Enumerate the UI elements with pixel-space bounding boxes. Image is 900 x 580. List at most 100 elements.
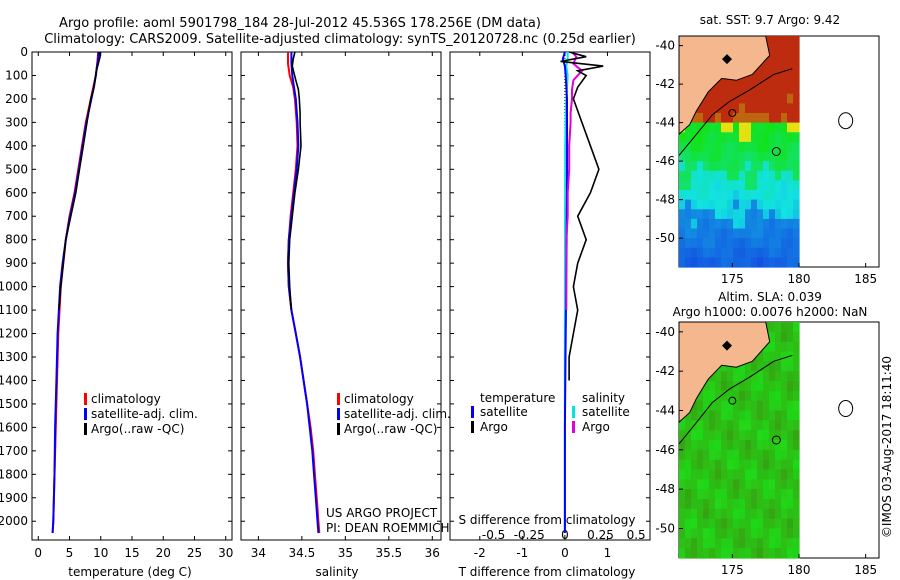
heatmap-cell [697, 528, 704, 539]
heatmap-cell [715, 508, 722, 520]
heatmap-cell [757, 199, 764, 210]
heatmap-cell [787, 113, 794, 124]
heatmap-cell [703, 469, 710, 480]
heatmap-cell [739, 469, 746, 480]
heatmap-cell [691, 122, 698, 133]
heatmap-cell [763, 449, 770, 461]
heatmap-cell [745, 218, 752, 230]
heatmap-cell [775, 247, 782, 258]
heatmap-cell [703, 93, 710, 104]
heatmap-cell [793, 151, 800, 162]
heatmap-cell [709, 190, 716, 201]
heatmap-cell [703, 190, 710, 201]
heatmap-cell [793, 489, 800, 500]
heatmap-cell [763, 55, 770, 66]
heatmap-cell [781, 190, 788, 201]
sla-map-title-2: Argo h1000: 0.0076 h2000: NaN [673, 305, 868, 319]
heatmap-cell [757, 228, 764, 239]
heatmap-cell [769, 84, 776, 95]
heatmap-cell [697, 170, 704, 181]
heatmap-cell [751, 218, 758, 230]
heatmap-cell [739, 257, 746, 268]
heatmap-cell [787, 361, 794, 372]
heatmap-cell [745, 548, 752, 559]
diff-legend-sargo: Argo [582, 420, 610, 434]
heatmap-cell [733, 151, 740, 162]
map-y-tick-label: -42 [655, 77, 675, 91]
heatmap-cell [769, 479, 776, 490]
heatmap-cell [763, 247, 770, 258]
heatmap-cell [685, 209, 692, 220]
heatmap-cell [691, 528, 698, 539]
heatmap-cell [685, 469, 692, 480]
heatmap-cell [733, 228, 740, 239]
heatmap-cell [721, 113, 728, 124]
heatmap-cell [793, 440, 800, 451]
heatmap-cell [691, 209, 698, 220]
heatmap-cell [727, 479, 734, 490]
heatmap-cell [781, 209, 788, 220]
depth-tick-label: 100 [5, 68, 28, 82]
heatmap-cell [745, 247, 752, 258]
heatmap-cell [787, 322, 794, 333]
temp-line-argo [58, 51, 101, 311]
heatmap-cell [769, 469, 776, 480]
depth-tick-label: 800 [5, 233, 28, 247]
heatmap-cell [709, 218, 716, 230]
heatmap-cell [769, 113, 776, 124]
heatmap-cell [721, 228, 728, 239]
heatmap-cell [745, 528, 752, 539]
heatmap-cell [739, 440, 746, 451]
heatmap-cell [763, 238, 770, 249]
heatmap-cell [793, 331, 800, 343]
heatmap-cell [769, 209, 776, 220]
heatmap-cell [739, 479, 746, 490]
heatmap-cell [727, 257, 734, 268]
heatmap-cell [685, 479, 692, 490]
heatmap-cell [763, 381, 770, 392]
heatmap-cell [691, 440, 698, 451]
heatmap-cell [781, 113, 788, 124]
heatmap-cell [715, 538, 722, 549]
heatmap-cell [781, 420, 788, 431]
heatmap-cell [697, 390, 704, 402]
heatmap-cell [685, 489, 692, 500]
heatmap-cell [697, 538, 704, 549]
heatmap-cell [745, 469, 752, 480]
heatmap-cell [721, 257, 728, 268]
heatmap-cell [679, 180, 686, 191]
heatmap-cell [733, 410, 740, 421]
heatmap-cell [751, 548, 758, 559]
heatmap-cell [721, 489, 728, 500]
heatmap-cell [787, 508, 794, 520]
heatmap-cell [709, 430, 716, 441]
heatmap-cell [733, 170, 740, 181]
heatmap-cell [691, 199, 698, 210]
heatmap-cell [697, 103, 704, 114]
heatmap-cell [781, 381, 788, 392]
heatmap-cell [721, 538, 728, 549]
heatmap-cell [751, 361, 758, 372]
heatmap-cell [715, 518, 722, 530]
heatmap-cell [745, 238, 752, 249]
heatmap-cell [793, 390, 800, 402]
heatmap-cell [751, 390, 758, 402]
heatmap-cell [781, 74, 788, 85]
heatmap-cell [685, 459, 692, 471]
heatmap-cell [745, 170, 752, 181]
heatmap-cell [691, 170, 698, 181]
heatmap-cell [787, 420, 794, 431]
heatmap-cell [685, 548, 692, 559]
temp-legend-sat-swatch [84, 408, 87, 420]
heatmap-cell [757, 141, 764, 153]
heatmap-cell [793, 430, 800, 441]
heatmap-cell [703, 180, 710, 191]
heatmap-cell [709, 141, 716, 153]
heatmap-cell [787, 528, 794, 539]
map-x-tick-label: 185 [854, 272, 877, 286]
heatmap-cell [685, 420, 692, 431]
heatmap-cell [769, 331, 776, 343]
heatmap-cell [679, 489, 686, 500]
heatmap-cell [697, 257, 704, 268]
heatmap-cell [745, 199, 752, 210]
